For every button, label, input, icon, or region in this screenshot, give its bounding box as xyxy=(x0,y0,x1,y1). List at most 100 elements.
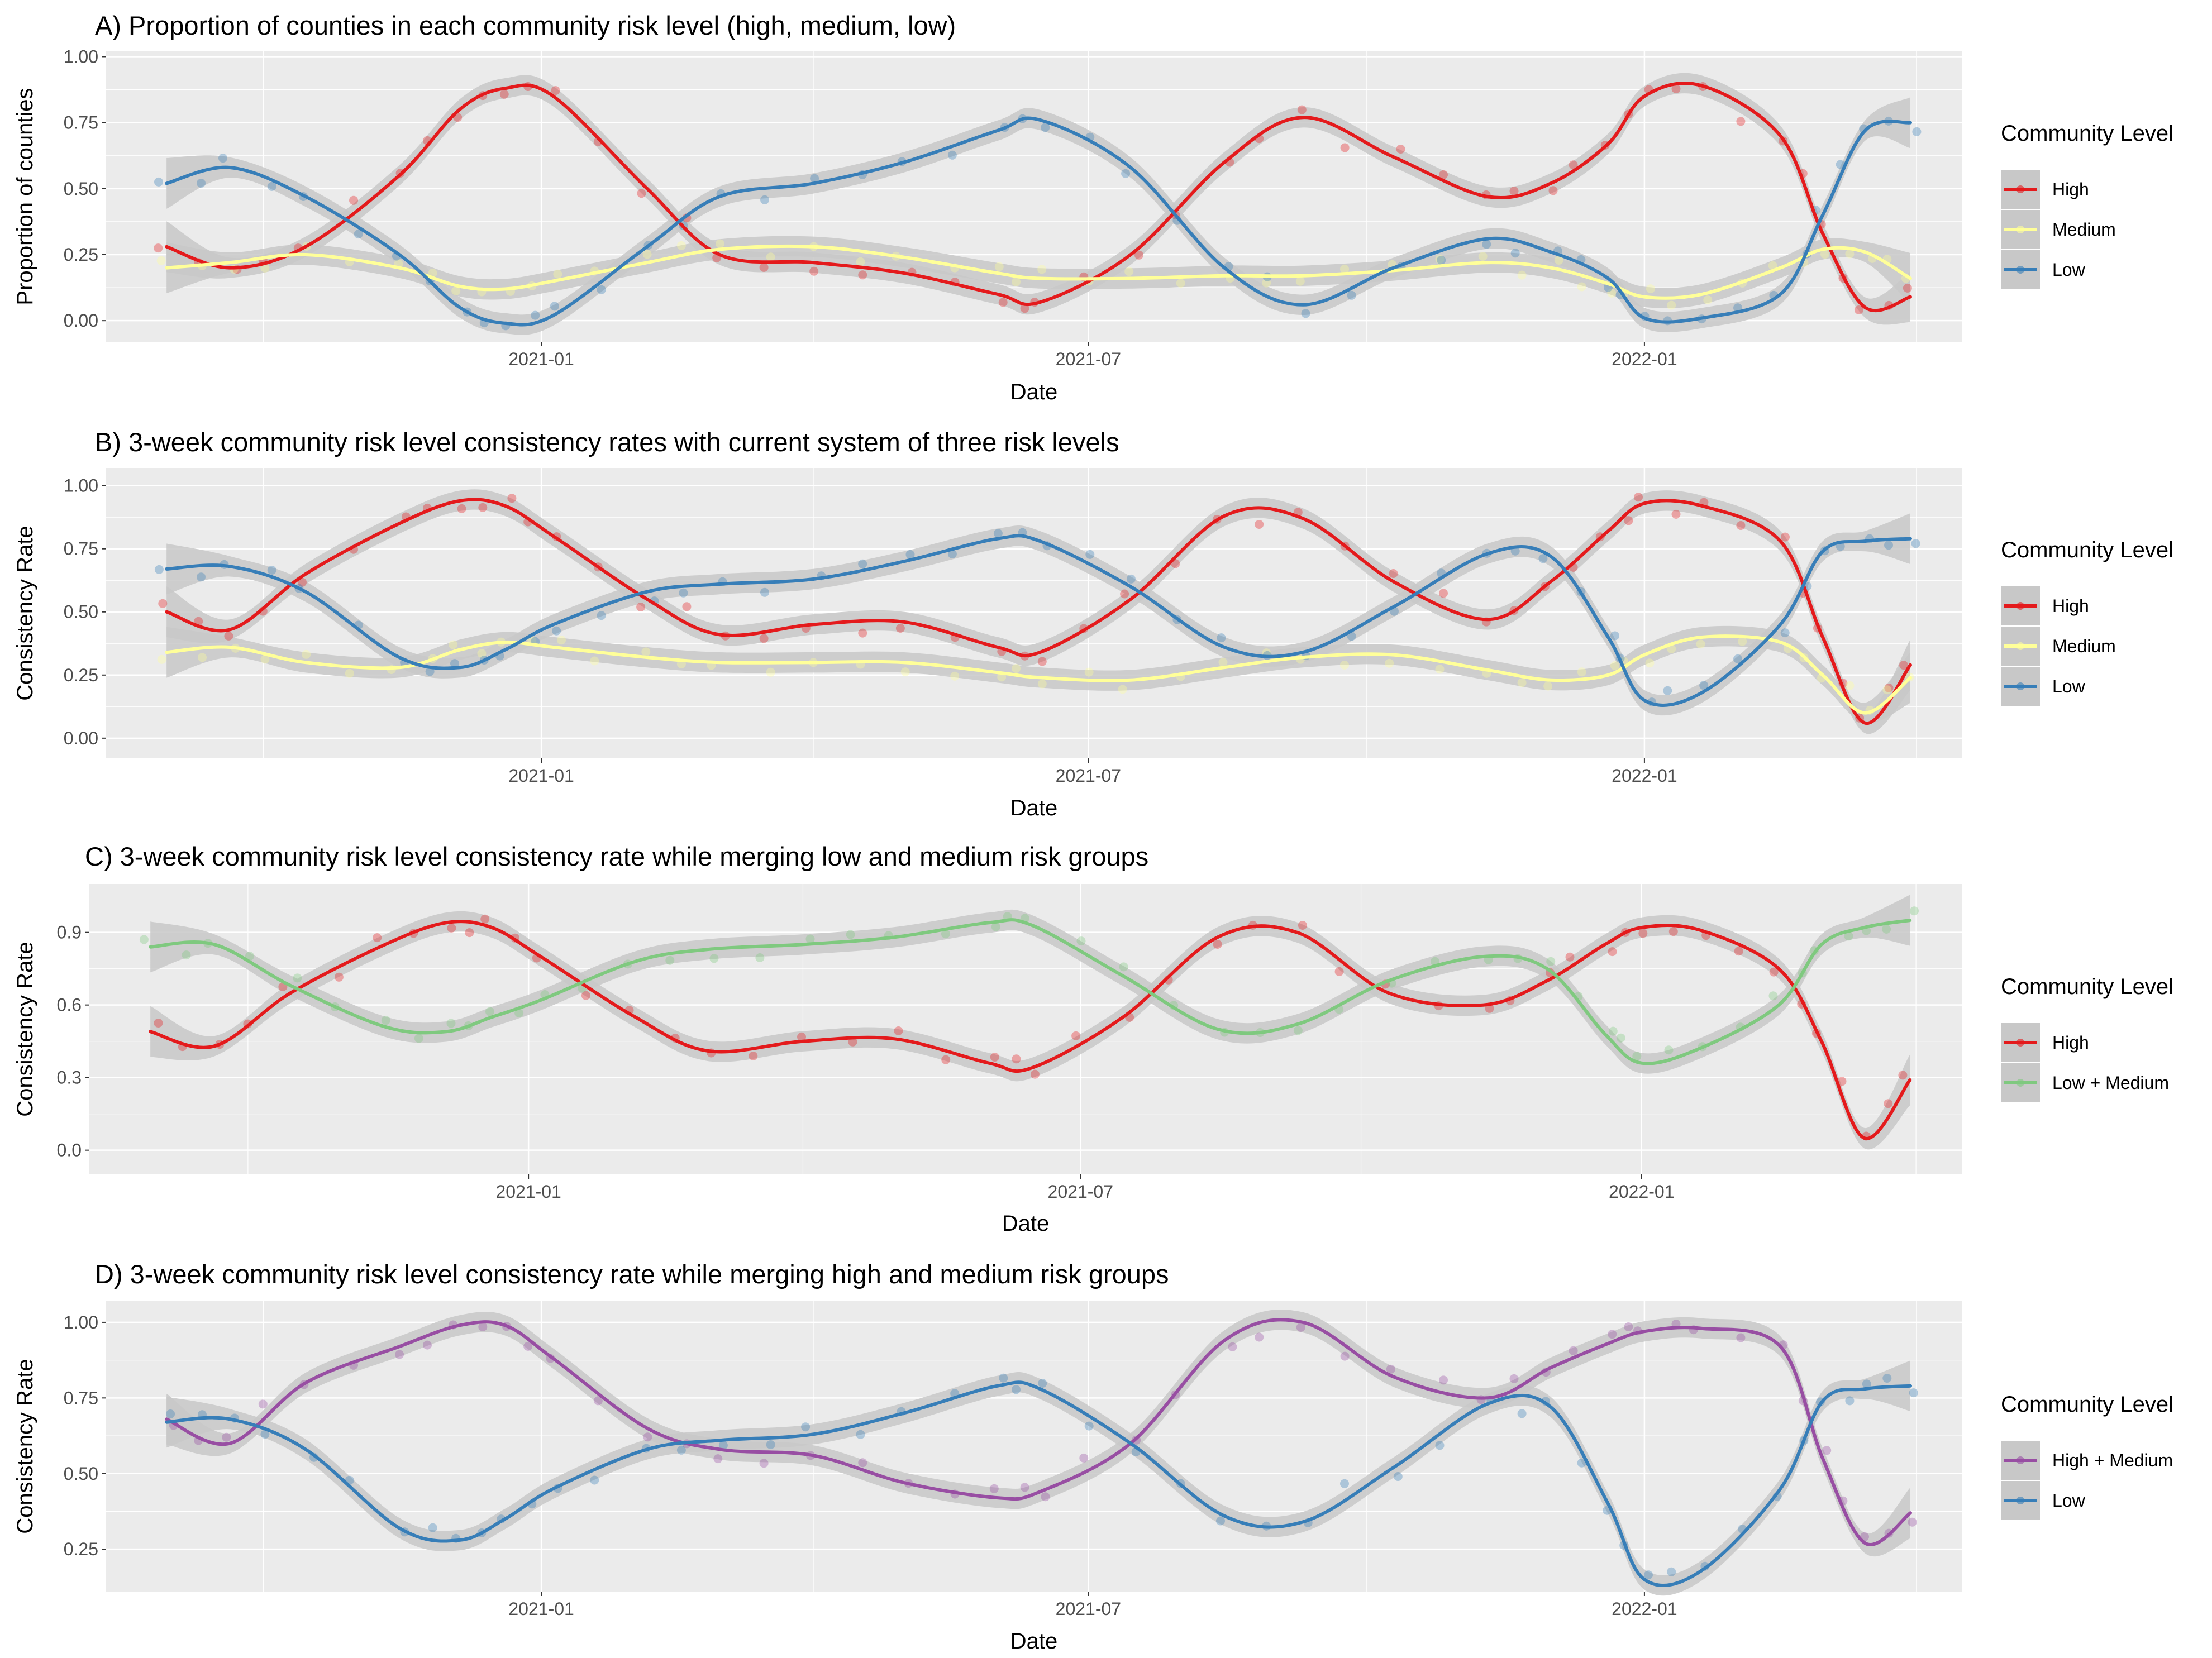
data-point xyxy=(1634,493,1643,502)
data-point xyxy=(1126,574,1136,584)
data-point xyxy=(197,572,206,582)
data-point xyxy=(1632,1052,1642,1061)
data-point xyxy=(197,179,206,188)
data-point xyxy=(1296,1322,1305,1332)
legend-title: Community Level xyxy=(2001,538,2173,562)
data-point xyxy=(1084,667,1094,677)
legend-label: Medium xyxy=(2052,636,2116,656)
confidence-bands xyxy=(166,489,1911,734)
data-point xyxy=(637,189,646,198)
data-point xyxy=(766,1440,775,1449)
data-point xyxy=(1577,667,1586,677)
data-point xyxy=(941,929,950,939)
data-point xyxy=(1610,661,1619,670)
y-tick-label: 0.25 xyxy=(64,665,98,685)
data-point xyxy=(423,1340,432,1350)
confidence-bands xyxy=(166,1310,1911,1596)
confidence-band-high xyxy=(166,489,1911,734)
y-axis-title: Proportion of counties xyxy=(13,88,37,305)
legend-title: Community Level xyxy=(2001,974,2173,999)
panel-title: C) 3-week community risk level consisten… xyxy=(85,842,1148,871)
data-point xyxy=(858,559,867,568)
data-point xyxy=(1882,924,1891,934)
data-point xyxy=(1517,270,1527,280)
confidence-band-low xyxy=(166,513,1911,716)
y-tick-label: 0.6 xyxy=(57,995,82,1015)
legend-label: Low + Medium xyxy=(2052,1073,2169,1093)
data-point xyxy=(950,671,960,681)
confidence-band-low-medium xyxy=(150,895,1910,1074)
data-point xyxy=(858,628,867,638)
data-point xyxy=(1703,295,1713,305)
data-point xyxy=(1030,1069,1040,1079)
data-point xyxy=(166,1409,175,1418)
data-point xyxy=(1667,300,1676,310)
data-point xyxy=(267,181,276,191)
data-point xyxy=(1624,516,1633,525)
data-point xyxy=(218,154,227,163)
data-point xyxy=(858,270,867,280)
data-point xyxy=(485,1007,494,1016)
data-point xyxy=(1862,1379,1871,1389)
data-point xyxy=(991,922,1000,931)
data-point xyxy=(260,1430,270,1439)
x-tick-label: 2021-07 xyxy=(1048,1182,1113,1202)
data-point xyxy=(1736,1333,1746,1342)
data-point xyxy=(1736,521,1746,530)
series-lines xyxy=(165,81,1912,327)
data-point xyxy=(477,649,487,658)
data-point xyxy=(1435,1441,1445,1450)
data-point xyxy=(682,602,692,611)
data-point xyxy=(1079,1453,1089,1463)
data-point xyxy=(990,1053,999,1062)
data-point xyxy=(1616,1033,1625,1043)
data-point xyxy=(354,230,363,239)
data-point xyxy=(156,256,166,265)
data-point xyxy=(1854,305,1863,314)
data-point xyxy=(1911,539,1920,548)
data-point xyxy=(1119,962,1128,972)
data-point xyxy=(856,257,865,266)
data-point xyxy=(805,934,815,944)
legend-key-point xyxy=(2016,602,2024,610)
data-point xyxy=(989,1484,999,1493)
data-point xyxy=(1347,632,1356,641)
series-lines xyxy=(165,498,1912,725)
data-point xyxy=(1734,947,1743,956)
legend-title: Community Level xyxy=(2001,121,2173,146)
data-point xyxy=(557,636,566,645)
data-point xyxy=(1882,685,1892,695)
data-point xyxy=(1543,681,1553,691)
data-point xyxy=(450,659,459,668)
data-point xyxy=(1012,1385,1021,1394)
confidence-bands xyxy=(166,73,1911,335)
x-axis-ticks: 2021-01 2021-07 2022-01 xyxy=(495,1174,1674,1202)
data-point xyxy=(1482,240,1491,249)
y-tick-label: 1.00 xyxy=(64,46,98,66)
x-axis-title: Date xyxy=(1002,1211,1050,1236)
data-point xyxy=(766,667,775,677)
data-point xyxy=(1255,1332,1264,1342)
data-point xyxy=(755,953,765,962)
confidence-band-low xyxy=(166,97,1911,335)
series-lines xyxy=(165,1318,1912,1588)
panel-title: B) 3-week community risk level consisten… xyxy=(95,427,1119,457)
data-point xyxy=(856,1430,865,1439)
y-axis-title: Consistency Rate xyxy=(13,942,37,1116)
data-point xyxy=(1699,681,1709,690)
data-point xyxy=(1646,284,1655,294)
data-point xyxy=(1671,84,1681,93)
data-point xyxy=(1509,187,1519,196)
data-point xyxy=(154,177,163,187)
data-point xyxy=(1085,550,1095,559)
data-point xyxy=(1293,1026,1303,1035)
data-point xyxy=(858,1458,867,1468)
data-point xyxy=(222,1432,231,1442)
data-point xyxy=(1435,255,1445,264)
data-point xyxy=(900,667,910,677)
y-tick-label: 1.00 xyxy=(64,476,98,496)
data-point xyxy=(1898,1071,1908,1080)
data-point xyxy=(1134,250,1143,260)
data-point xyxy=(749,1052,758,1060)
